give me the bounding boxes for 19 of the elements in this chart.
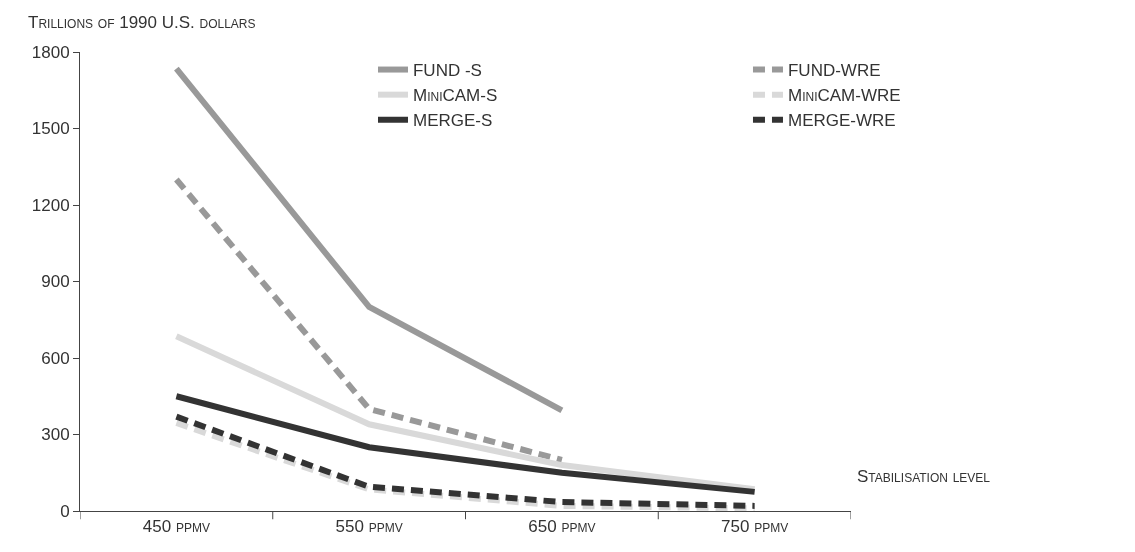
y-tick-label: 600 [41,348,70,368]
y-axis-title: Trillions of 1990 U.S. dollars [28,13,256,32]
legend-label: MiniCAM-WRE [787,86,901,106]
y-tick-label: 1800 [31,42,70,62]
y-tick-label: 1500 [31,119,70,139]
x-axis-title: Stabilisation level [857,467,991,486]
y-tick-label: 0 [60,501,70,521]
x-tick-label: 750 ppmv [721,517,789,537]
legend-label: FUND -S [412,61,482,81]
x-tick-label: 650 ppmv [528,517,596,537]
legend-label: MiniCAM-S [412,86,498,106]
y-tick-label: 900 [41,272,70,292]
legend-label: FUND-WRE [787,61,881,81]
legend-label: MERGE-S [412,111,493,131]
x-tick-label: 550 ppmv [335,517,403,537]
legend-label: MERGE-WRE [787,111,896,131]
y-tick-label: 300 [41,425,70,445]
y-tick-label: 1200 [31,195,70,215]
x-tick-label: 450 ppmv [142,517,210,537]
